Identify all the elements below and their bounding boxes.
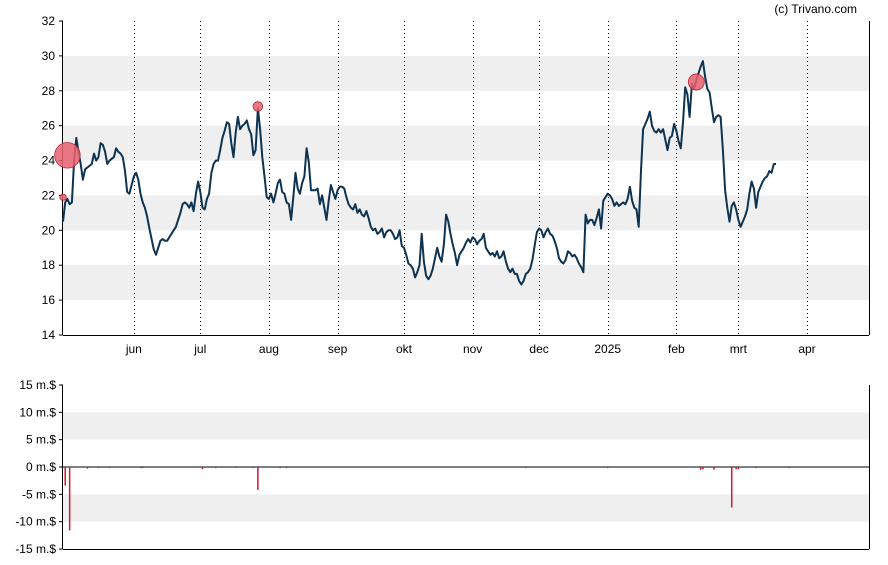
y-tick-label: 22 [42, 188, 56, 202]
volume-bar [730, 467, 733, 508]
volume-bar [68, 467, 71, 531]
x-tick-label: 2025 [594, 342, 621, 356]
volume-bar [702, 467, 704, 470]
volume-tick-label: -5 m.$ [22, 487, 56, 501]
volume-bar [215, 467, 217, 469]
volume-bar [252, 467, 255, 469]
event-marker [687, 73, 705, 91]
volume-bar [285, 467, 288, 469]
volume-bar [788, 467, 791, 469]
y-tick-label: 28 [42, 84, 56, 98]
event-marker [252, 101, 264, 112]
volume-bar [699, 467, 702, 470]
volume-tick-label: -10 m.$ [15, 515, 56, 529]
volume-tick-label: 5 m.$ [26, 433, 56, 447]
y-tick-label: 18 [42, 258, 56, 272]
credit-label: (c) Trivano.com [774, 2, 857, 16]
y-tick-label: 24 [42, 154, 56, 168]
y-tick-label: 26 [42, 119, 56, 133]
x-tick-label: apr [798, 342, 815, 356]
y-tick-label: 20 [42, 223, 56, 237]
y-tick-label: 14 [42, 328, 56, 342]
x-tick-label: okt [396, 342, 413, 356]
x-tick-label: aug [259, 342, 279, 356]
volume-tick-label: -15 m.$ [15, 542, 56, 556]
event-marker [59, 193, 67, 201]
volume-bar [108, 467, 111, 469]
price-chart-panel: jun jul aug sep okt nov dec 2025 feb mrt apr 14 16 18… [42, 14, 870, 356]
volume-bar [279, 467, 281, 469]
price-band [63, 265, 869, 301]
y-tick-label: 32 [42, 14, 56, 28]
x-tick-label: sep [328, 342, 348, 356]
volume-bar [735, 467, 737, 470]
y-tick-label: 30 [42, 49, 56, 63]
volume-band [63, 412, 869, 440]
price-band [63, 125, 869, 161]
x-tick-label: jun [125, 342, 142, 356]
x-tick-label: nov [463, 342, 482, 356]
volume-bar [606, 467, 609, 469]
volume-bar [139, 467, 142, 469]
x-tick-label: feb [668, 342, 685, 356]
volume-bar [737, 467, 740, 470]
volume-bar [97, 467, 100, 469]
volume-bar [257, 467, 259, 490]
volume-tick-label: 10 m.$ [19, 405, 56, 419]
volume-bar [201, 467, 204, 470]
x-tick-label: jul [193, 342, 206, 356]
volume-bar [525, 467, 527, 469]
volume-chart-panel: -15 m.$ -10 m.$ -5 m.$ 0 m.$ 5 m.$ 10 m.$ 15 m… [15, 378, 870, 556]
price-line [62, 60, 776, 286]
volume-bar [64, 467, 66, 486]
event-marker [54, 142, 81, 169]
x-tick-label: mrt [730, 342, 748, 356]
price-band [63, 55, 869, 91]
x-tick-label: dec [529, 342, 548, 356]
volume-bar [141, 467, 144, 469]
volume-tick-label: 0 m.$ [26, 460, 56, 474]
y-tick-label: 16 [42, 293, 56, 307]
volume-bar [755, 467, 757, 469]
price-band [63, 195, 869, 231]
volume-band [63, 494, 869, 522]
volume-tick-label: 15 m.$ [19, 378, 56, 392]
volume-bar [86, 467, 89, 469]
volume-bar [713, 467, 715, 470]
volume-bar [234, 467, 237, 469]
